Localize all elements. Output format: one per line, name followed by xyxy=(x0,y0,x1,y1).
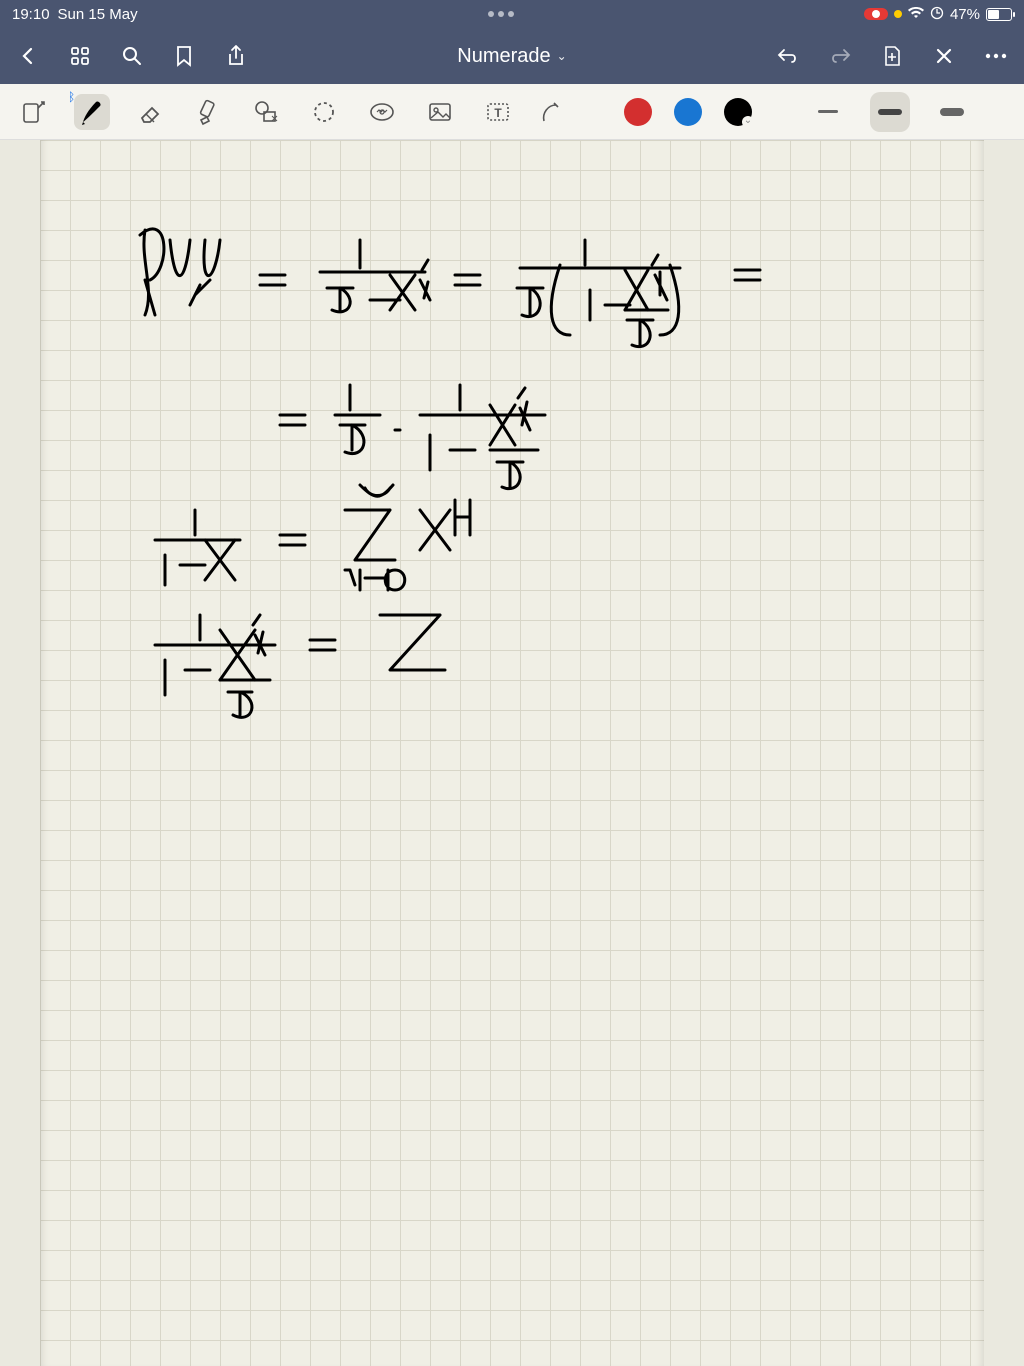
document-title: Numerade xyxy=(457,45,550,68)
mic-indicator-icon xyxy=(894,10,902,18)
text-tool[interactable]: T xyxy=(480,94,516,130)
more-button[interactable] xyxy=(980,40,1012,72)
status-date: Sun 15 May xyxy=(58,6,138,23)
stroke-medium[interactable] xyxy=(870,92,910,132)
status-right: 47% xyxy=(864,6,1012,23)
nav-bar: Numerade ⌄ xyxy=(0,28,1024,84)
bookmark-button[interactable] xyxy=(168,40,200,72)
close-button[interactable] xyxy=(928,40,960,72)
readonly-tool[interactable] xyxy=(16,94,52,130)
grid-button[interactable] xyxy=(64,40,96,72)
dot-icon xyxy=(498,11,504,17)
highlighter-tool[interactable] xyxy=(190,94,226,130)
stroke-thick[interactable] xyxy=(932,92,972,132)
ruler-tool[interactable] xyxy=(532,94,568,130)
shapes-tool[interactable] xyxy=(248,94,284,130)
color-red[interactable] xyxy=(624,98,652,126)
image-tool[interactable] xyxy=(422,94,458,130)
sticker-tool[interactable] xyxy=(364,94,400,130)
svg-text:T: T xyxy=(494,106,502,120)
redo-button[interactable] xyxy=(824,40,856,72)
color-black[interactable] xyxy=(724,98,752,126)
orientation-lock-icon xyxy=(930,6,944,23)
chevron-down-icon: ⌄ xyxy=(557,49,567,63)
back-button[interactable] xyxy=(12,40,44,72)
battery-percent: 47% xyxy=(950,6,980,23)
stroke-thin[interactable] xyxy=(808,92,848,132)
ink-layer xyxy=(40,140,984,1366)
bluetooth-icon: ᛒ xyxy=(68,90,75,104)
canvas-area[interactable] xyxy=(0,140,1024,1366)
stroke-thin-icon xyxy=(818,110,838,113)
search-button[interactable] xyxy=(116,40,148,72)
undo-button[interactable] xyxy=(772,40,804,72)
pen-tool[interactable]: ᛒ xyxy=(74,94,110,130)
document-title-dropdown[interactable]: Numerade ⌄ xyxy=(272,45,752,68)
battery-icon xyxy=(986,8,1012,21)
add-page-button[interactable] xyxy=(876,40,908,72)
stroke-medium-icon xyxy=(878,109,902,115)
share-button[interactable] xyxy=(220,40,252,72)
status-time: 19:10 xyxy=(12,6,50,23)
lasso-tool[interactable] xyxy=(306,94,342,130)
paper[interactable] xyxy=(40,140,984,1366)
eraser-tool[interactable] xyxy=(132,94,168,130)
multitask-dots[interactable] xyxy=(138,11,864,17)
battery-fill xyxy=(988,10,999,19)
status-bar: 19:10 Sun 15 May 47% xyxy=(0,0,1024,28)
dot-icon xyxy=(488,11,494,17)
screen-record-indicator[interactable] xyxy=(864,8,888,20)
stroke-thick-icon xyxy=(940,108,964,116)
status-left: 19:10 Sun 15 May xyxy=(12,6,138,23)
color-blue[interactable] xyxy=(674,98,702,126)
dot-icon xyxy=(508,11,514,17)
wifi-icon xyxy=(908,6,924,22)
tool-bar: ᛒ T xyxy=(0,84,1024,140)
record-dot-icon xyxy=(872,10,880,18)
